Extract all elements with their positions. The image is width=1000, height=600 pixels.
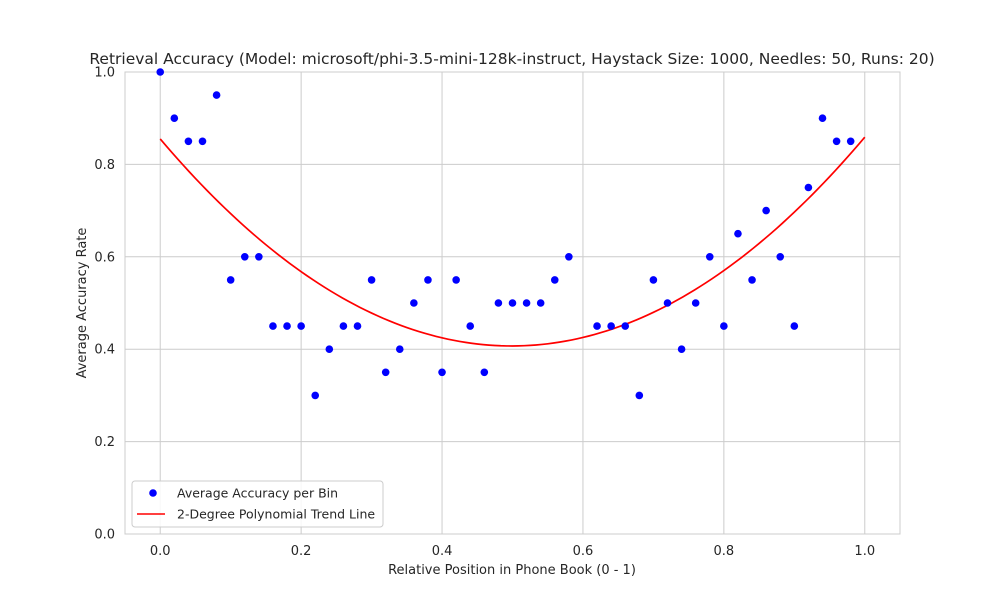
data-point [297, 322, 305, 330]
data-point [184, 137, 193, 146]
x-tick-label: 1.0 [854, 544, 875, 559]
data-point [452, 276, 460, 284]
data-point [480, 368, 489, 377]
data-point [734, 229, 742, 238]
data-point [226, 276, 235, 284]
y-tick-label: 0.6 [94, 250, 115, 265]
data-point [438, 368, 446, 377]
data-point [325, 345, 334, 354]
legend-label-line: 2-Degree Polynomial Trend Line [177, 507, 375, 522]
x-axis-label: Relative Position in Phone Book (0 - 1) [388, 563, 636, 578]
data-point [283, 322, 291, 330]
data-point [776, 252, 785, 261]
data-point [832, 137, 841, 146]
trend-line-layer [159, 136, 866, 347]
data-point [170, 114, 179, 122]
data-point [818, 114, 827, 122]
data-point [240, 252, 249, 261]
data-point [607, 322, 615, 330]
x-tick-label: 0.8 [714, 544, 735, 559]
data-point [748, 276, 756, 284]
data-point [381, 368, 390, 377]
points-layer [156, 68, 855, 400]
x-tick-label: 0.2 [291, 544, 312, 559]
legend-label-scatter: Average Accuracy per Bin [177, 486, 338, 501]
y-tick-label: 1.0 [94, 66, 115, 81]
data-point [565, 252, 573, 261]
y-axis-label: Average Accuracy Rate [75, 228, 90, 379]
x-ticks: 0.0 0.2 0.4 0.6 0.8 1.0 [150, 544, 875, 559]
y-ticks: 0.0 0.2 0.4 0.6 0.8 1.0 [94, 66, 115, 543]
data-point [198, 137, 207, 146]
data-point [269, 322, 277, 330]
data-point [494, 299, 503, 307]
data-point [508, 299, 517, 307]
x-tick-label: 0.6 [573, 544, 594, 559]
data-point [621, 322, 630, 330]
data-point [255, 252, 263, 261]
data-point [663, 299, 672, 307]
legend-box [131, 480, 384, 528]
x-tick-label: 0.0 [150, 544, 171, 559]
data-point [649, 276, 658, 284]
data-point [790, 322, 799, 330]
data-point [339, 322, 348, 330]
data-point [156, 68, 165, 76]
data-point [720, 322, 728, 330]
data-point [522, 299, 531, 307]
data-point [677, 345, 686, 354]
y-tick-label: 0.0 [94, 528, 115, 543]
legend: Average Accuracy per Bin 2-Degree Polyno… [131, 480, 384, 528]
data-point [762, 206, 770, 215]
trend-line [159, 136, 866, 347]
data-point [691, 299, 700, 307]
data-point [466, 322, 475, 330]
data-point [804, 183, 813, 192]
data-point [550, 276, 559, 284]
y-tick-label: 0.4 [94, 343, 115, 358]
data-point [410, 299, 418, 307]
x-tick-label: 0.4 [432, 544, 453, 559]
y-tick-label: 0.2 [94, 435, 115, 450]
legend-marker-scatter [149, 489, 157, 497]
data-point [353, 322, 362, 330]
data-point [395, 345, 404, 354]
data-point [212, 91, 221, 99]
chart-title: Retrieval Accuracy (Model: microsoft/phi… [89, 50, 934, 68]
y-tick-label: 0.8 [94, 158, 115, 173]
data-point [311, 391, 320, 400]
grid [125, 71, 900, 535]
data-point [424, 276, 432, 284]
data-point [536, 299, 545, 307]
data-point [846, 137, 855, 146]
data-point [367, 276, 376, 284]
data-point [635, 391, 644, 400]
data-point [705, 252, 714, 261]
data-point [593, 322, 601, 330]
